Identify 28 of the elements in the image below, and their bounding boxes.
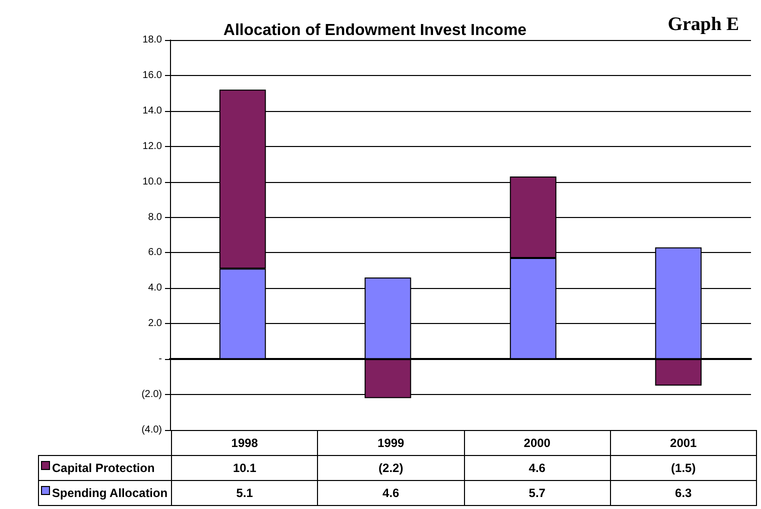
y-tick-label: (2.0) xyxy=(141,389,162,400)
y-tick-label: 12.0 xyxy=(142,140,162,152)
data-label: 5.1 xyxy=(172,480,318,506)
data-label: (2.2) xyxy=(318,456,464,480)
y-tick-label: 18.0 xyxy=(142,34,162,46)
x-tick-label: 2001 xyxy=(610,430,756,456)
y-tick-label: 16.0 xyxy=(142,70,162,81)
x-tick-label: 2000 xyxy=(464,430,610,456)
text: Graph E xyxy=(668,14,739,36)
x-tick-label: 1998 xyxy=(172,430,318,456)
y-tick-label: 6.0 xyxy=(148,247,162,258)
data-label: 4.6 xyxy=(464,456,610,480)
legend-label: Capital Protection xyxy=(38,456,172,480)
data-label: 4.6 xyxy=(318,480,464,506)
y-tick-label: - xyxy=(158,354,162,365)
chart-title: Allocation of Endowment Invest Income xyxy=(222,22,528,40)
data-label: 6.3 xyxy=(610,480,756,506)
y-tick-label: 2.0 xyxy=(148,318,162,330)
legend-label: Spending Allocation xyxy=(38,480,172,506)
data-label: (1.5) xyxy=(610,456,756,480)
y-tick-label: 8.0 xyxy=(148,212,162,223)
y-tick-label: 14.0 xyxy=(142,105,162,116)
y-tick-label: 10.0 xyxy=(142,176,162,188)
x-tick-label: 1999 xyxy=(318,430,464,456)
y-tick-label: 4.0 xyxy=(148,282,162,294)
data-label: 10.1 xyxy=(172,456,318,480)
data-label: 5.7 xyxy=(464,480,610,506)
y-tick-label: (4.0) xyxy=(141,424,162,436)
